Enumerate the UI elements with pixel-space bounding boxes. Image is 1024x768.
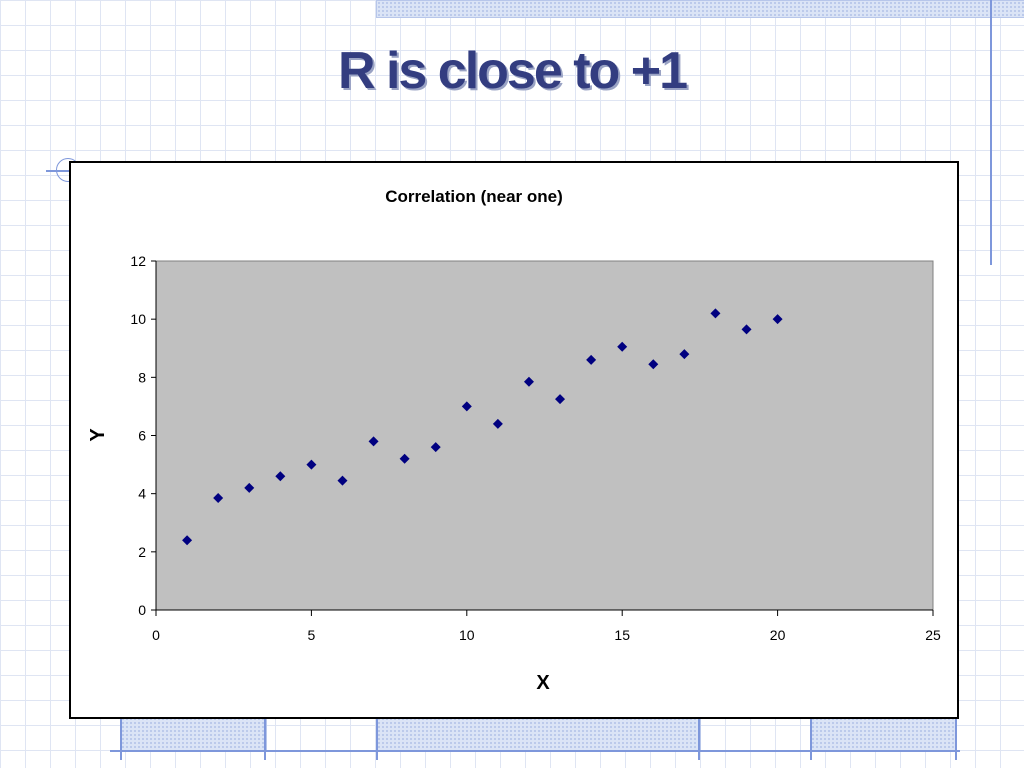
bottom-right-vertical-line (810, 716, 812, 760)
data-point (586, 354, 597, 365)
scatter-chart: Correlation (near one) 0 2 4 6 8 10 12 0 5 10 15 20… (87, 187, 941, 694)
data-point (461, 401, 472, 412)
data-point (430, 442, 441, 453)
data-point (523, 376, 534, 387)
y-tick-label: 8 (138, 369, 146, 385)
data-point (368, 436, 379, 447)
data-point (399, 453, 410, 464)
data-point (617, 341, 628, 352)
bottom-left-vertical-line-2 (264, 716, 266, 760)
y-tick-label: 2 (138, 544, 146, 560)
bottom-middle-decorative-band (376, 716, 701, 752)
bottom-middle-vertical-line (376, 716, 378, 760)
y-tick-label: 4 (138, 486, 146, 502)
marker-group (182, 308, 783, 546)
data-point (306, 459, 317, 470)
slide-title: R is close to +1 (337, 42, 688, 100)
data-point (710, 308, 721, 319)
data-point (337, 475, 348, 486)
data-point (741, 324, 752, 335)
bottom-right-vertical-line-2 (955, 716, 957, 760)
data-point (555, 394, 566, 405)
data-point (679, 349, 690, 360)
data-point (244, 482, 255, 493)
bottom-left-vertical-line (120, 716, 122, 760)
y-tick-label: 6 (138, 428, 146, 444)
x-axis-label: X (536, 672, 550, 694)
plot-area (155, 260, 934, 611)
y-tick-label: 10 (130, 311, 146, 327)
data-point (772, 314, 783, 325)
x-tick-label: 0 (152, 627, 160, 643)
x-tick-label: 20 (770, 627, 786, 643)
axes-group: 0 2 4 6 8 10 12 0 5 10 15 20 25 (130, 253, 941, 643)
data-point (275, 471, 286, 482)
x-tick-label: 25 (925, 627, 941, 643)
y-tick-label: 12 (130, 253, 146, 269)
bottom-decorative-line (110, 750, 960, 752)
data-point (648, 359, 659, 370)
data-point (492, 418, 503, 429)
data-point (213, 493, 224, 504)
data-point (182, 535, 193, 546)
chart-frame: Correlation (near one) 0 2 4 6 8 10 12 0 5 10 15 20… (69, 161, 959, 719)
x-tick-label: 15 (614, 627, 630, 643)
bottom-right-decorative-band (810, 716, 957, 752)
right-vertical-decorative-line (990, 0, 992, 265)
y-axis-label: Y (87, 428, 109, 442)
bottom-left-decorative-band (120, 716, 267, 752)
x-tick-label: 5 (308, 627, 316, 643)
y-tick-label: 0 (138, 602, 146, 618)
top-right-decorative-band (376, 0, 1024, 18)
x-tick-label: 10 (459, 627, 475, 643)
bottom-middle-vertical-line-2 (698, 716, 700, 760)
chart-title: Correlation (near one) (385, 187, 563, 206)
